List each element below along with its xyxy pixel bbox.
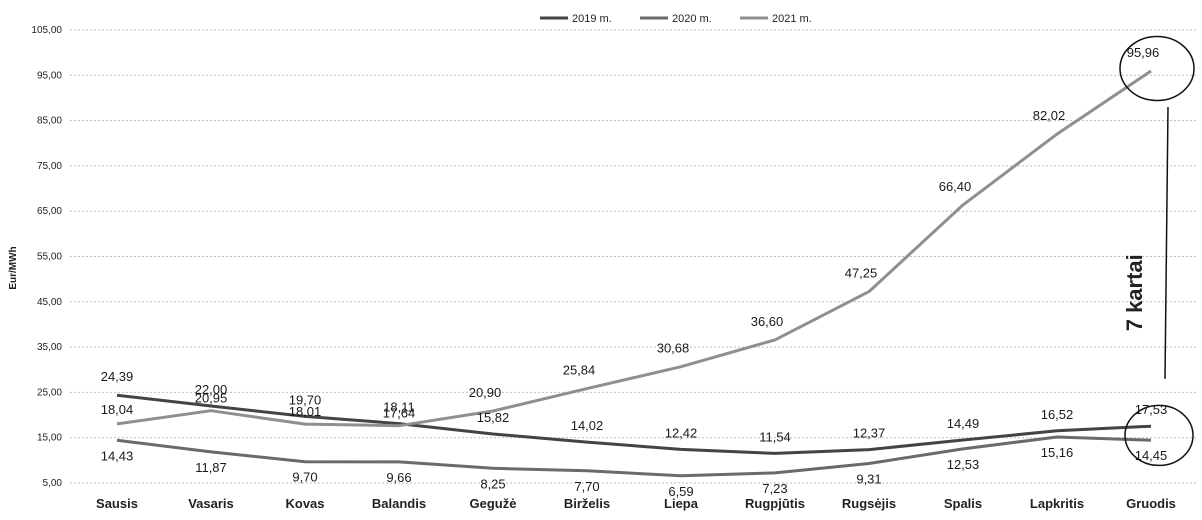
data-label: 7,23 bbox=[762, 481, 787, 496]
data-label: 11,54 bbox=[759, 429, 791, 444]
data-label: 30,68 bbox=[657, 341, 690, 356]
data-label: 95,96 bbox=[1127, 45, 1160, 60]
x-tick-label: Spalis bbox=[944, 496, 982, 511]
legend-label: 2021 m. bbox=[772, 13, 812, 25]
data-label: 18,04 bbox=[101, 402, 134, 417]
x-tick-label: Birželis bbox=[564, 496, 610, 511]
data-label: 19,70 bbox=[289, 392, 322, 407]
legend: 2019 m. 2020 m. 2021 m. bbox=[540, 13, 812, 25]
data-label: 66,40 bbox=[939, 179, 972, 194]
data-label: 20,90 bbox=[469, 385, 502, 400]
x-tick-label: Liepa bbox=[664, 496, 699, 511]
y-tick-label: 95,00 bbox=[37, 70, 62, 81]
x-tick-label: Balandis bbox=[372, 496, 426, 511]
data-label: 9,70 bbox=[292, 470, 317, 485]
data-label: 16,52 bbox=[1041, 407, 1074, 422]
y-tick-label: 55,00 bbox=[37, 252, 62, 263]
data-label: 47,25 bbox=[845, 266, 878, 281]
legend-label: 2019 m. bbox=[572, 13, 612, 25]
data-label: 11,87 bbox=[195, 460, 227, 475]
data-label: 25,84 bbox=[563, 363, 596, 378]
y-tick-label: 85,00 bbox=[37, 116, 62, 127]
series-line bbox=[116, 435, 1152, 478]
y-tick-label: 5,00 bbox=[43, 478, 63, 489]
series-line bbox=[116, 69, 1152, 428]
data-label: 14,43 bbox=[101, 448, 134, 463]
y-tick-label: 25,00 bbox=[37, 387, 62, 398]
legend-label: 2020 m. bbox=[672, 13, 712, 25]
data-label: 15,16 bbox=[1041, 445, 1074, 460]
highlight-circle bbox=[1119, 35, 1195, 102]
y-tick-label: 45,00 bbox=[37, 297, 62, 308]
y-axis-label: Eur/MWh bbox=[8, 246, 19, 289]
data-label: 9,66 bbox=[386, 470, 411, 485]
x-tick-label: Lapkritis bbox=[1030, 496, 1084, 511]
data-label: 18,11 bbox=[383, 400, 415, 415]
data-label: 7,70 bbox=[574, 479, 599, 494]
data-label: 12,53 bbox=[947, 457, 980, 472]
data-label: 24,39 bbox=[101, 369, 134, 384]
x-tick-label: Rugpjūtis bbox=[745, 496, 805, 511]
data-label: 17,64 bbox=[383, 406, 416, 421]
y-tick-label: 75,00 bbox=[37, 161, 62, 172]
data-label: 6,59 bbox=[668, 484, 693, 499]
data-label: 12,37 bbox=[853, 426, 886, 441]
data-label: 82,02 bbox=[1033, 108, 1066, 123]
data-label: 18,01 bbox=[289, 404, 322, 419]
x-tick-label: Vasaris bbox=[188, 496, 234, 511]
highlight-circle bbox=[1124, 404, 1194, 467]
ratio-annotation: 7 kartai bbox=[1122, 254, 1147, 331]
data-label: 22,00 bbox=[195, 382, 228, 397]
x-tick-label: Sausis bbox=[96, 496, 138, 511]
data-label: 36,60 bbox=[751, 314, 784, 329]
y-tick-label: 15,00 bbox=[37, 433, 62, 444]
data-label: 17,53 bbox=[1135, 402, 1168, 417]
y-tick-label: 65,00 bbox=[37, 206, 62, 217]
ratio-bracket-line bbox=[1164, 107, 1169, 379]
x-tick-label: Gegužė bbox=[470, 496, 517, 511]
y-tick-label: 35,00 bbox=[37, 342, 62, 353]
data-label: 14,49 bbox=[947, 416, 980, 431]
data-label: 15,82 bbox=[477, 410, 510, 425]
data-label: 9,31 bbox=[856, 471, 881, 486]
x-tick-label: Kovas bbox=[285, 496, 324, 511]
data-label: 14,45 bbox=[1135, 448, 1168, 463]
x-tick-label: Rugsėjis bbox=[842, 496, 896, 511]
series-line bbox=[116, 393, 1152, 455]
x-tick-label: Gruodis bbox=[1126, 496, 1176, 511]
annotation-group: 7 kartai bbox=[1119, 35, 1195, 467]
data-label: 8,25 bbox=[480, 476, 505, 491]
y-tick-label: 105,00 bbox=[31, 25, 62, 36]
data-label: 20,95 bbox=[195, 391, 228, 406]
data-label: 14,02 bbox=[571, 418, 604, 433]
data-label: 12,42 bbox=[665, 425, 698, 440]
